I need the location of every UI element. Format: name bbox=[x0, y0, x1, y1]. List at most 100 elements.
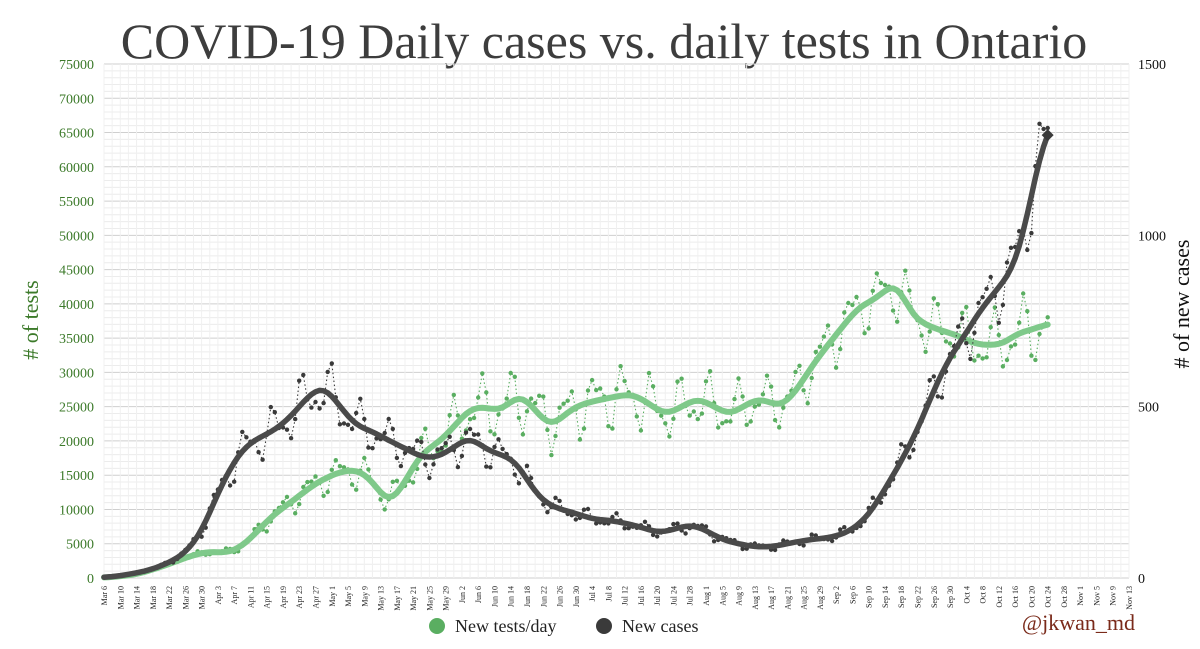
data-point bbox=[573, 517, 578, 522]
data-point bbox=[919, 333, 924, 338]
data-point bbox=[622, 526, 627, 531]
data-point bbox=[268, 404, 273, 410]
data-point bbox=[524, 409, 530, 414]
x-tick-label: Jun 6 bbox=[474, 586, 483, 603]
x-tick-label: Jun 18 bbox=[523, 586, 532, 607]
x-tick-label: Oct 8 bbox=[979, 586, 988, 604]
data-point bbox=[748, 419, 753, 424]
data-point bbox=[695, 416, 700, 422]
data-point bbox=[659, 413, 664, 418]
x-tick-label: Oct 20 bbox=[1027, 586, 1036, 608]
x-tick-label: Oct 24 bbox=[1044, 586, 1053, 608]
x-tick-label: Mar 22 bbox=[165, 586, 174, 609]
data-point bbox=[972, 330, 977, 335]
data-point bbox=[931, 374, 936, 379]
data-point bbox=[903, 268, 908, 273]
x-tick-label: Nov 9 bbox=[1109, 586, 1118, 606]
data-point bbox=[366, 445, 371, 450]
data-point bbox=[321, 400, 326, 406]
x-tick-label: Sep 14 bbox=[881, 586, 890, 608]
data-point bbox=[655, 534, 660, 539]
right-axis-label: # of new cases bbox=[1169, 240, 1194, 369]
data-point bbox=[777, 425, 782, 430]
data-point bbox=[382, 507, 387, 512]
x-tick-label: Mar 10 bbox=[116, 586, 125, 609]
data-point bbox=[427, 475, 432, 481]
data-point bbox=[598, 386, 603, 391]
data-point bbox=[614, 511, 619, 516]
data-point bbox=[895, 319, 900, 324]
data-point bbox=[683, 531, 688, 536]
data-point bbox=[980, 295, 985, 300]
data-point bbox=[878, 280, 884, 286]
data-point bbox=[907, 288, 912, 293]
x-tick-label: Jun 10 bbox=[490, 586, 499, 607]
data-point bbox=[646, 370, 652, 376]
data-point bbox=[1045, 315, 1050, 320]
x-tick-label: Jul 20 bbox=[653, 586, 662, 605]
x-tick-label: Oct 4 bbox=[962, 586, 971, 604]
data-point bbox=[931, 296, 936, 301]
data-point bbox=[329, 361, 334, 366]
data-point bbox=[455, 464, 461, 470]
data-point bbox=[349, 482, 355, 487]
data-point bbox=[317, 406, 322, 411]
data-point bbox=[244, 435, 249, 440]
y-tick-left-label: 15000 bbox=[59, 469, 94, 484]
data-point bbox=[557, 405, 562, 410]
data-point bbox=[846, 300, 851, 306]
data-point bbox=[947, 341, 953, 346]
data-point bbox=[1029, 353, 1034, 358]
data-point bbox=[882, 282, 888, 288]
x-tick-label: Jul 28 bbox=[686, 586, 695, 605]
data-point bbox=[345, 422, 351, 427]
chart-title: COVID-19 Daily cases vs. daily tests in … bbox=[121, 13, 1088, 69]
x-tick-label: Aug 13 bbox=[751, 586, 760, 610]
y-tick-left-label: 60000 bbox=[59, 161, 94, 176]
data-point bbox=[431, 462, 436, 467]
x-tick-label: Jun 22 bbox=[539, 586, 548, 607]
data-point bbox=[939, 395, 945, 400]
data-point bbox=[1025, 309, 1030, 314]
data-point bbox=[842, 525, 847, 530]
x-tick-label: Nov 5 bbox=[1092, 586, 1101, 606]
data-point bbox=[838, 527, 843, 532]
x-tick-label: Aug 17 bbox=[767, 586, 776, 610]
data-point bbox=[927, 378, 932, 383]
data-point bbox=[801, 543, 806, 548]
data-point bbox=[675, 521, 680, 526]
x-tick-label: Aug 21 bbox=[783, 586, 792, 610]
data-point bbox=[528, 396, 534, 401]
data-point bbox=[667, 434, 672, 439]
data-point bbox=[842, 310, 847, 315]
data-point bbox=[988, 325, 993, 330]
data-point bbox=[809, 375, 814, 381]
data-point bbox=[650, 532, 656, 538]
data-point bbox=[728, 419, 733, 424]
data-point bbox=[358, 396, 363, 401]
data-point bbox=[716, 425, 721, 430]
x-tick-label: Nov 13 bbox=[1125, 586, 1134, 610]
data-point bbox=[451, 392, 456, 398]
data-point bbox=[305, 479, 310, 485]
data-point bbox=[1012, 342, 1018, 347]
data-point bbox=[854, 294, 859, 300]
series-new-tests-day bbox=[101, 268, 1051, 581]
data-point bbox=[675, 379, 680, 384]
data-point bbox=[805, 401, 810, 406]
x-tick-label: Sep 2 bbox=[832, 586, 841, 604]
data-point bbox=[594, 387, 599, 393]
data-point bbox=[622, 378, 627, 384]
legend-swatch-cases bbox=[596, 618, 612, 634]
data-point bbox=[390, 479, 395, 484]
x-tick-label: May 13 bbox=[377, 586, 386, 611]
y-tick-left-label: 30000 bbox=[59, 366, 94, 381]
x-tick-label: Apr 19 bbox=[279, 586, 288, 608]
data-point bbox=[797, 363, 802, 368]
data-point bbox=[467, 426, 473, 432]
x-tick-label: Apr 15 bbox=[263, 586, 272, 608]
data-point bbox=[960, 316, 965, 321]
data-point bbox=[512, 472, 517, 477]
x-tick-label: Sep 26 bbox=[930, 586, 939, 608]
